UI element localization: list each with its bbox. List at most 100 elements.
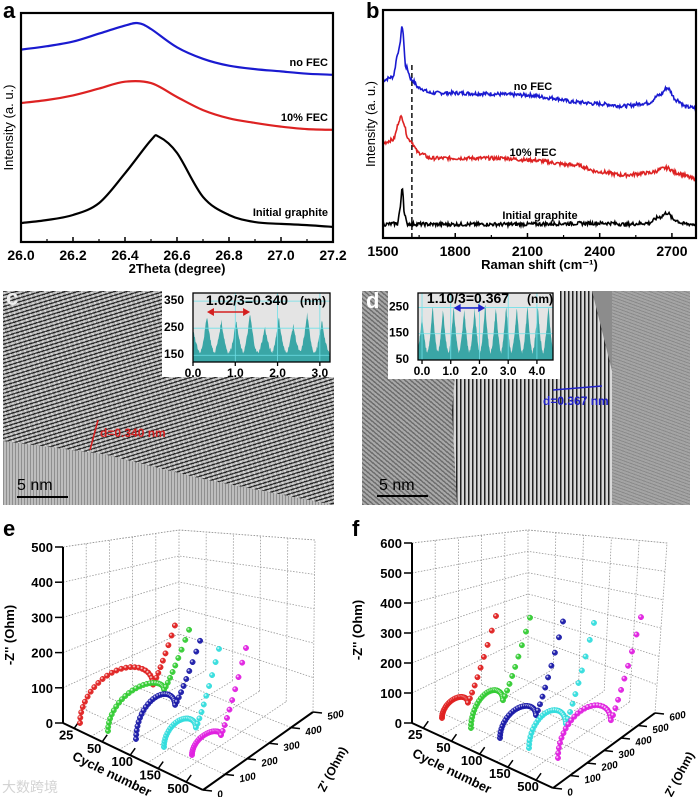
data-point xyxy=(216,645,222,652)
vertical-tick-label: 400 xyxy=(380,596,402,611)
data-point xyxy=(171,622,178,629)
vertical-axis-label: -Z'' (Ohm) xyxy=(350,600,365,660)
floor-grid-line xyxy=(109,697,248,760)
cycle-tick-label: 100 xyxy=(111,754,133,769)
wall-grid-line xyxy=(62,529,316,548)
vertical-tick-label: 0 xyxy=(395,716,402,731)
x-tick-label: 26.0 xyxy=(7,247,34,263)
data-point xyxy=(555,755,561,761)
series-cycle-150 xyxy=(161,645,222,750)
chart-a: no FEC 10% FEC Initial graphite 26.0 26.2 26.… xyxy=(1,11,347,276)
floor-grid-line xyxy=(174,701,287,777)
data-point xyxy=(488,627,495,634)
cycle-tick-label: 500 xyxy=(517,779,539,794)
data-point xyxy=(172,662,179,669)
zprime-tick-label: 400 xyxy=(303,724,323,739)
data-point xyxy=(567,709,574,715)
data-point xyxy=(523,628,529,635)
series-cycle-50 xyxy=(468,614,533,731)
data-point xyxy=(189,659,196,666)
data-point xyxy=(212,659,219,666)
arrowhead-right-icon xyxy=(478,304,486,312)
data-point xyxy=(87,688,94,695)
zprime-tick xyxy=(552,787,563,790)
series-cycle-500 xyxy=(555,614,644,761)
data-point xyxy=(186,626,193,633)
data-point xyxy=(469,689,476,696)
series-cycle-100 xyxy=(133,637,204,742)
data-point xyxy=(108,669,115,676)
data-point xyxy=(539,693,546,700)
vertical-tick-label: 200 xyxy=(31,646,53,661)
cycle-tick-label: 150 xyxy=(139,768,161,783)
data-point xyxy=(99,676,106,682)
data-point xyxy=(155,669,162,676)
series-line-1 xyxy=(382,114,697,182)
vertical-tick-label: 200 xyxy=(380,656,402,671)
cycle-tick xyxy=(479,746,486,755)
data-point xyxy=(203,692,210,699)
wall-grid-line xyxy=(232,533,234,681)
wall-grid-line xyxy=(411,529,668,544)
data-point xyxy=(556,634,562,641)
data-point xyxy=(504,687,511,694)
x-tick-label: 3.0 xyxy=(500,364,517,378)
data-point xyxy=(178,646,185,653)
zprime-tick-label: 500 xyxy=(326,709,345,723)
data-point xyxy=(555,744,562,751)
zprime-tick-label: 400 xyxy=(633,735,653,750)
data-point xyxy=(157,664,164,671)
x-tick-label: 2.0 xyxy=(269,366,286,380)
data-point xyxy=(194,720,201,727)
vertical-tick-label: 600 xyxy=(380,536,402,551)
series-cycle-25 xyxy=(77,622,178,726)
panel-label-f: f xyxy=(352,516,360,541)
chart-b: no FEC 10% FEC Initial graphite 1500 1800 210… xyxy=(363,8,698,272)
series-line-2 xyxy=(382,187,697,230)
zprime-tick-label: 200 xyxy=(259,755,279,770)
data-point xyxy=(555,750,562,756)
vertical-tick-label: 400 xyxy=(31,575,53,590)
vertical-tick-label: 100 xyxy=(31,681,53,696)
data-point xyxy=(197,637,204,644)
cycle-tick-label: 500 xyxy=(167,781,189,796)
inset-title: 1.02/3=0.340 xyxy=(206,292,288,308)
amorphous-region-right xyxy=(612,291,690,505)
x-tick-label: 27.2 xyxy=(319,247,346,263)
scale-bar-label-d: 5 nm xyxy=(379,477,415,494)
inset-unit: (nm) xyxy=(527,292,553,306)
panel-label-d: d xyxy=(366,288,379,313)
data-point xyxy=(586,636,593,643)
data-point xyxy=(219,727,226,734)
series-label: Initial graphite xyxy=(253,207,328,219)
series-cycle-150 xyxy=(526,619,597,751)
y-tick-label: 250 xyxy=(389,299,409,313)
x-tick-label: 0.0 xyxy=(414,364,431,378)
data-point xyxy=(78,709,85,716)
zprime-tick xyxy=(654,712,665,715)
scale-bar-label-c: 5 nm xyxy=(17,477,53,494)
panel-label-c: c xyxy=(6,285,18,310)
cycle-tick-label: 50 xyxy=(436,740,450,755)
y-tick-label: 50 xyxy=(396,352,410,366)
data-point xyxy=(534,707,541,714)
zprime-tick-label: 0 xyxy=(216,789,224,797)
cycle-tick xyxy=(422,720,429,729)
x-tick-label: 2700 xyxy=(656,243,687,259)
data-point xyxy=(175,655,182,661)
vertical-tick-label: 500 xyxy=(380,566,402,581)
floor-grid-line xyxy=(155,672,292,728)
x-tick-label: 2100 xyxy=(512,243,543,259)
data-point xyxy=(183,676,190,682)
x-tick-label: 1800 xyxy=(440,243,471,259)
data-point xyxy=(180,683,187,689)
cycle-tick-label: 150 xyxy=(489,766,511,781)
zprime-tick xyxy=(569,774,580,778)
y-axis-label: Intensity (a. u.) xyxy=(1,85,16,171)
zprime-axis-label: Z' (Ohm) xyxy=(315,744,350,794)
cycle-axis xyxy=(62,722,204,791)
watermark: 大数跨境 xyxy=(2,779,58,795)
data-point xyxy=(484,641,491,648)
cycle-tick xyxy=(157,761,164,769)
